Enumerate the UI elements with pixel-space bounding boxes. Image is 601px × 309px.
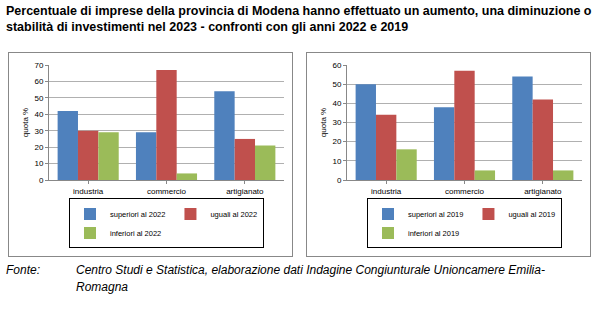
svg-text:30: 30 [34,127,43,136]
svg-text:50: 50 [332,80,341,89]
svg-text:50: 50 [34,94,43,103]
svg-text:70: 70 [34,61,43,70]
svg-text:quota %: quota % [319,108,328,137]
svg-text:uguali al 2019: uguali al 2019 [508,210,555,219]
svg-text:superiori al 2019: superiori al 2019 [408,210,463,219]
svg-text:0: 0 [337,176,342,185]
svg-text:superiori al 2022: superiori al 2022 [110,210,165,219]
svg-text:40: 40 [332,99,341,108]
svg-text:60: 60 [332,61,341,70]
svg-text:industria: industria [371,187,402,196]
svg-text:10: 10 [332,157,341,166]
svg-text:industria: industria [73,187,104,196]
svg-text:10: 10 [34,159,43,168]
svg-text:inferiori al 2019: inferiori al 2019 [408,229,459,238]
svg-text:artigianato: artigianato [226,187,264,196]
svg-text:0: 0 [39,176,44,185]
svg-text:inferiori al 2022: inferiori al 2022 [110,229,161,238]
svg-text:30: 30 [332,118,341,127]
svg-text:20: 20 [34,143,43,152]
svg-text:40: 40 [34,110,43,119]
html-text:Fonte:: Fonte: [6,263,40,277]
html-text:Percentuale di imprese della p: Percentuale di imprese della provincia d… [6,4,592,34]
svg-text:20: 20 [332,137,341,146]
svg-text:quota %: quota % [21,108,30,137]
svg-text:commercio: commercio [147,187,187,196]
svg-text:uguali al 2022: uguali al 2022 [210,210,257,219]
svg-text:commercio: commercio [445,187,485,196]
html-text:Centro Studi e Statistica, ela: Centro Studi e Statistica, elaborazione … [76,263,545,294]
svg-text:artigianato: artigianato [524,187,562,196]
svg-text:60: 60 [34,77,43,86]
